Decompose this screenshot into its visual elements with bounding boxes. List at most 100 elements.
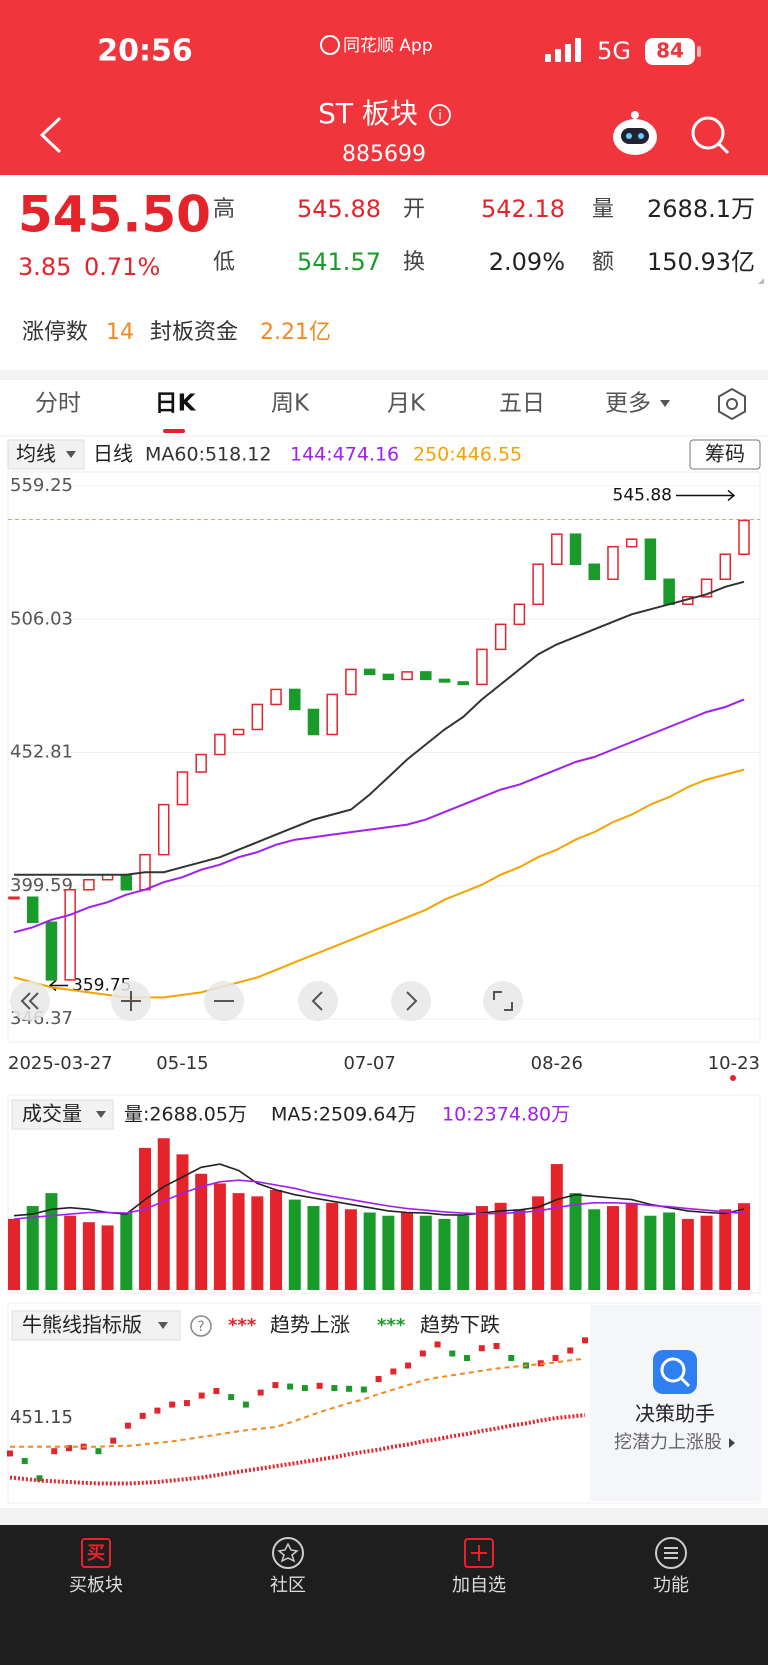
volume-bar [663,1212,676,1290]
nav-icon [464,1538,494,1568]
ctrl-fullscreen[interactable] [483,981,523,1021]
ma-line [13,1163,745,1217]
chips-label: 筹码 [705,442,745,466]
quote-label: 低 [213,250,235,275]
candle [83,878,95,891]
candle [382,673,395,681]
candle [738,519,750,555]
help-glyph: ? [197,1319,204,1335]
candle [363,668,376,676]
volume-bar [401,1212,414,1290]
volume-button[interactable] [11,1099,114,1130]
mini-candle [552,1354,559,1361]
chips-button[interactable] [689,439,761,470]
quote-label: 开 [403,197,425,222]
assistant-panel[interactable] [590,1305,760,1501]
candle [307,708,320,736]
chevron [729,1438,735,1448]
nav-label[interactable]: 功能 [653,1575,689,1596]
nav-label[interactable]: 社区 [270,1575,306,1596]
info-icon[interactable] [429,104,451,126]
ma-button[interactable] [7,439,85,470]
tab[interactable]: 五日 [499,391,545,417]
candle [494,623,507,651]
candle [513,603,526,626]
tab[interactable]: 周K [271,391,310,417]
mini-candle [390,1368,397,1375]
candle [663,578,675,606]
page-code: 885699 [342,142,426,167]
quote-label: 换 [403,250,425,275]
dropdown-arrow [158,1322,168,1329]
tab-active[interactable]: 日K [155,391,197,417]
search-icon[interactable] [691,116,730,155]
mini-candle [331,1385,338,1392]
mini-candle [287,1383,294,1390]
status-network: 5G [597,37,631,65]
mini-candle [434,1341,441,1348]
volume-bar [532,1196,545,1290]
ctrl-left[interactable] [298,981,338,1021]
mini-candle [493,1342,500,1349]
mini-candle [139,1412,146,1419]
ctrl-right[interactable] [391,981,431,1021]
nav-icon [655,1537,687,1569]
mini-candle [169,1401,176,1408]
candle [625,538,638,548]
chart-controls [10,981,523,1021]
quote-value: 542.18 [481,195,565,223]
mini-candle [449,1350,456,1357]
robot-icon[interactable] [613,111,657,155]
volume-bar [438,1218,451,1290]
settings-dot [726,398,738,410]
dropdown-arrow [66,451,76,458]
status-app: 同花顺 App [343,36,433,56]
volume-bar [45,1193,58,1290]
mini-candle [464,1354,471,1361]
volume-bar [195,1173,208,1290]
mini-candle [65,1445,72,1452]
legend-ma10: 10:2374.80万 [442,1104,570,1126]
nav-label[interactable]: 买板块 [69,1575,123,1596]
mini-candle [124,1422,131,1429]
volume-bar [569,1193,582,1290]
volume-bar [700,1215,713,1290]
ma-line [13,1179,745,1220]
volume-bar [625,1202,638,1290]
tab[interactable]: 月K [387,391,426,417]
volume-bar [382,1215,395,1290]
assistant-icon [653,1350,697,1394]
volume-bar [363,1212,376,1290]
nav-label[interactable]: 加自选 [452,1575,506,1596]
nav-icon [664,1547,678,1559]
indicator-level: 451.15 [10,1407,73,1428]
x-tick-label: 08-26 [531,1053,583,1074]
candle [251,703,264,731]
dropdown-arrow [96,1111,106,1118]
candle [532,563,544,606]
mini-candle [183,1400,190,1407]
volume-bar [326,1202,339,1290]
mini-candle [567,1347,574,1354]
volume-bar [82,1222,95,1290]
candle [45,921,58,981]
candle [214,733,226,756]
help-icon[interactable] [190,1315,212,1337]
indicator-button[interactable] [11,1310,181,1341]
candle [644,538,657,581]
back-button[interactable] [39,116,62,154]
volume-bar [307,1206,320,1290]
mini-candle [419,1350,426,1357]
status-time: 20:56 [97,34,193,69]
tab[interactable]: 更多 [605,391,651,417]
today-dot [730,1075,736,1081]
candle [270,688,282,706]
settings-icon[interactable] [718,387,746,421]
tab[interactable]: 分时 [35,391,81,417]
quote-value: 150.93亿 [647,248,755,276]
nav-icon-text: 买 [87,1543,105,1564]
candle [345,668,357,696]
divider [0,370,768,380]
mini-trend [10,1357,586,1448]
